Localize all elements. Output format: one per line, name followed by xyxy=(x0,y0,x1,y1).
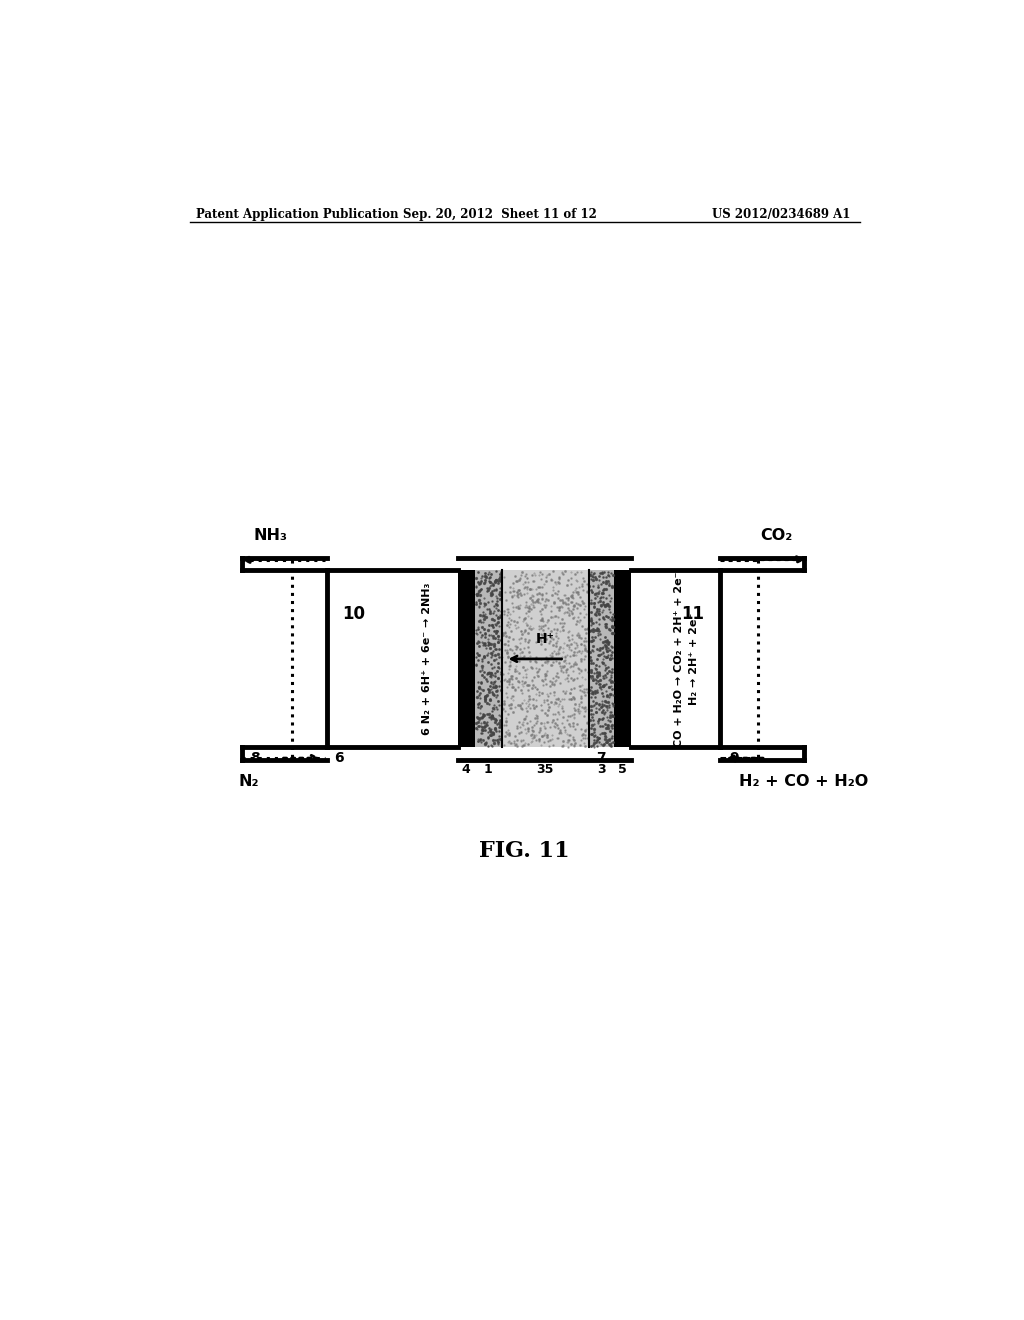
Text: 6 N₂ + 6H⁺ + 6e⁻ → 2NH₃: 6 N₂ + 6H⁺ + 6e⁻ → 2NH₃ xyxy=(422,582,432,735)
Text: 3: 3 xyxy=(597,763,606,776)
Text: 1: 1 xyxy=(484,763,493,776)
Bar xyxy=(589,570,614,747)
Text: CO₂: CO₂ xyxy=(761,528,793,543)
Text: N₂: N₂ xyxy=(239,774,259,788)
Text: US 2012/0234689 A1: US 2012/0234689 A1 xyxy=(712,209,851,222)
Text: 5: 5 xyxy=(618,763,627,776)
Bar xyxy=(614,570,631,747)
Text: H₂ → 2H⁺ + 2e⁻: H₂ → 2H⁺ + 2e⁻ xyxy=(689,612,699,705)
Text: FIG. 11: FIG. 11 xyxy=(479,841,570,862)
Text: 4: 4 xyxy=(462,763,471,776)
Text: Patent Application Publication: Patent Application Publication xyxy=(196,209,398,222)
Text: H₂ + CO + H₂O: H₂ + CO + H₂O xyxy=(739,774,868,788)
Bar xyxy=(502,570,589,747)
Text: 10: 10 xyxy=(342,605,366,623)
Text: H⁺: H⁺ xyxy=(536,632,555,645)
Text: 6: 6 xyxy=(335,751,344,766)
Text: NH₃: NH₃ xyxy=(254,528,288,543)
Text: 8: 8 xyxy=(250,751,260,766)
Bar xyxy=(458,570,475,747)
Text: 9: 9 xyxy=(729,751,738,766)
Bar xyxy=(475,570,502,747)
Text: 7: 7 xyxy=(597,751,606,766)
Text: CO + H₂O → CO₂ + 2H⁺ + 2e⁻: CO + H₂O → CO₂ + 2H⁺ + 2e⁻ xyxy=(674,572,684,747)
Text: Sep. 20, 2012  Sheet 11 of 12: Sep. 20, 2012 Sheet 11 of 12 xyxy=(403,209,597,222)
Text: 11: 11 xyxy=(681,605,705,623)
Text: 35: 35 xyxy=(537,763,554,776)
